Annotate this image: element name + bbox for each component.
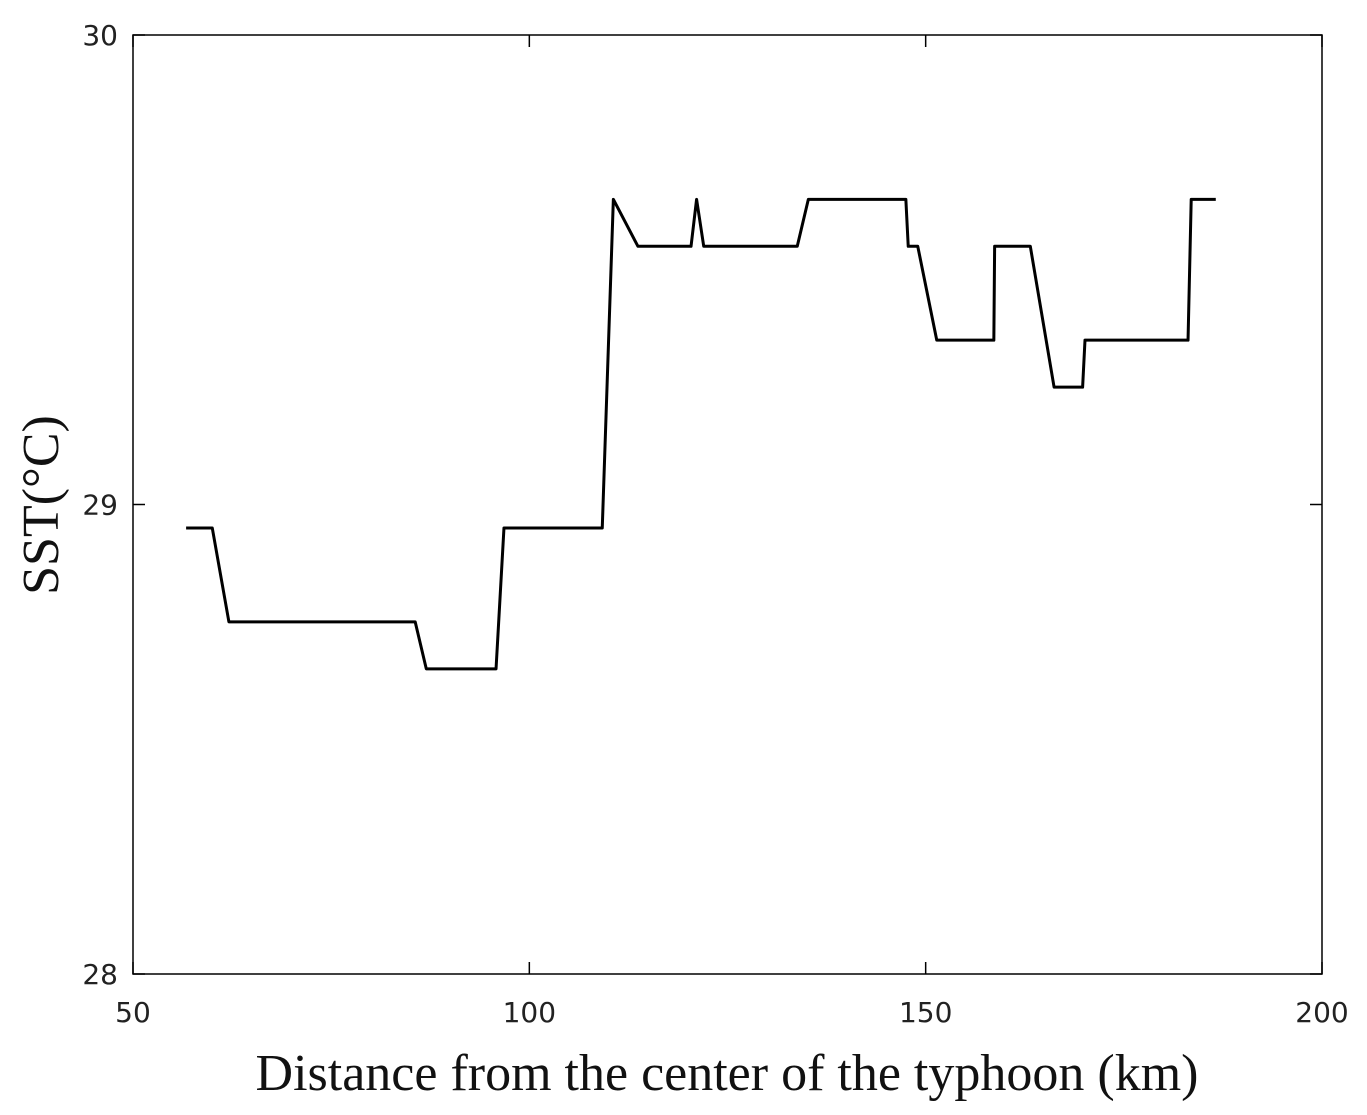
x-tick-label: 50 [115,996,151,1029]
y-axis-label: SST(°C) [13,415,70,595]
x-tick-label: 150 [899,996,952,1029]
x-tick-label: 100 [503,996,556,1029]
y-tick-label: 28 [82,958,118,991]
x-tick-label: 200 [1295,996,1348,1029]
x-axis-label: Distance from the center of the typhoon … [256,1045,1199,1102]
y-tick-label: 30 [82,19,118,52]
data-line [186,197,1216,671]
plot-frame [132,34,1323,975]
y-tick-label: 29 [82,489,118,522]
